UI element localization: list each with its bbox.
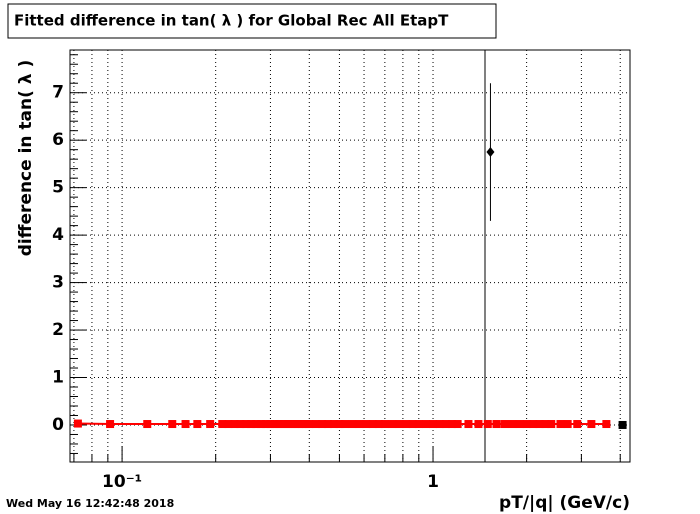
point <box>324 420 333 429</box>
point <box>492 420 501 429</box>
y-tick-label: 3 <box>52 273 64 293</box>
point <box>362 420 371 429</box>
y-tick-label: 4 <box>52 225 64 245</box>
point <box>311 420 320 429</box>
point <box>335 420 344 429</box>
point <box>483 420 492 429</box>
point <box>602 420 611 429</box>
point <box>106 420 115 429</box>
point <box>236 420 245 429</box>
point <box>474 420 483 429</box>
y-tick-label: 1 <box>52 368 64 388</box>
point <box>441 420 450 429</box>
point <box>374 420 383 429</box>
point <box>547 420 556 429</box>
point <box>535 420 544 429</box>
point <box>218 420 227 429</box>
point <box>247 420 256 429</box>
point <box>541 420 550 429</box>
plot-frame <box>69 49 631 463</box>
title-box <box>7 3 497 39</box>
point <box>447 420 456 429</box>
point <box>587 420 596 429</box>
point <box>429 420 438 429</box>
point <box>270 420 279 429</box>
y-axis-label: difference in tan( λ ) <box>16 60 36 257</box>
point <box>453 420 462 429</box>
point <box>508 420 517 429</box>
point <box>193 420 202 429</box>
point <box>408 420 417 429</box>
point <box>168 420 177 429</box>
point <box>261 420 270 429</box>
y-tick-label: 5 <box>52 178 64 198</box>
point <box>486 147 495 158</box>
point <box>275 420 284 429</box>
point <box>355 420 364 429</box>
point <box>618 420 627 429</box>
point <box>556 420 565 429</box>
point <box>529 420 538 429</box>
point <box>73 419 82 428</box>
timestamp: Wed May 16 12:42:48 2018 <box>6 497 174 510</box>
y-tick-label: 6 <box>52 130 64 150</box>
point <box>573 420 582 429</box>
point <box>435 420 444 429</box>
point <box>500 420 509 429</box>
point <box>252 420 261 429</box>
point <box>348 420 357 429</box>
point <box>318 420 327 429</box>
point <box>563 420 572 429</box>
point <box>224 420 233 429</box>
point <box>241 420 250 429</box>
point <box>340 420 349 429</box>
x-axis-label: pT/|q| (GeV/c) <box>499 493 630 513</box>
point <box>329 420 338 429</box>
point <box>181 420 190 429</box>
point <box>464 420 473 429</box>
point <box>368 420 377 429</box>
point <box>305 420 314 429</box>
point <box>515 420 524 429</box>
point <box>143 420 152 429</box>
y-tick-label: 0 <box>52 415 64 435</box>
x-tick-label: 1 <box>427 472 439 492</box>
x-tick-label: 10⁻¹ <box>102 472 142 492</box>
point <box>402 420 411 429</box>
point <box>380 420 389 429</box>
point <box>422 420 431 429</box>
chart-title: Fitted difference in tan( λ ) for Global… <box>14 12 449 30</box>
point <box>279 420 288 429</box>
point <box>414 420 423 429</box>
point <box>522 420 531 429</box>
y-tick-label: 2 <box>52 320 64 340</box>
point <box>266 420 275 429</box>
point <box>257 420 266 429</box>
y-tick-label: 7 <box>52 83 64 103</box>
point <box>206 420 215 429</box>
point <box>395 420 404 429</box>
point <box>388 420 397 429</box>
point <box>230 420 239 429</box>
